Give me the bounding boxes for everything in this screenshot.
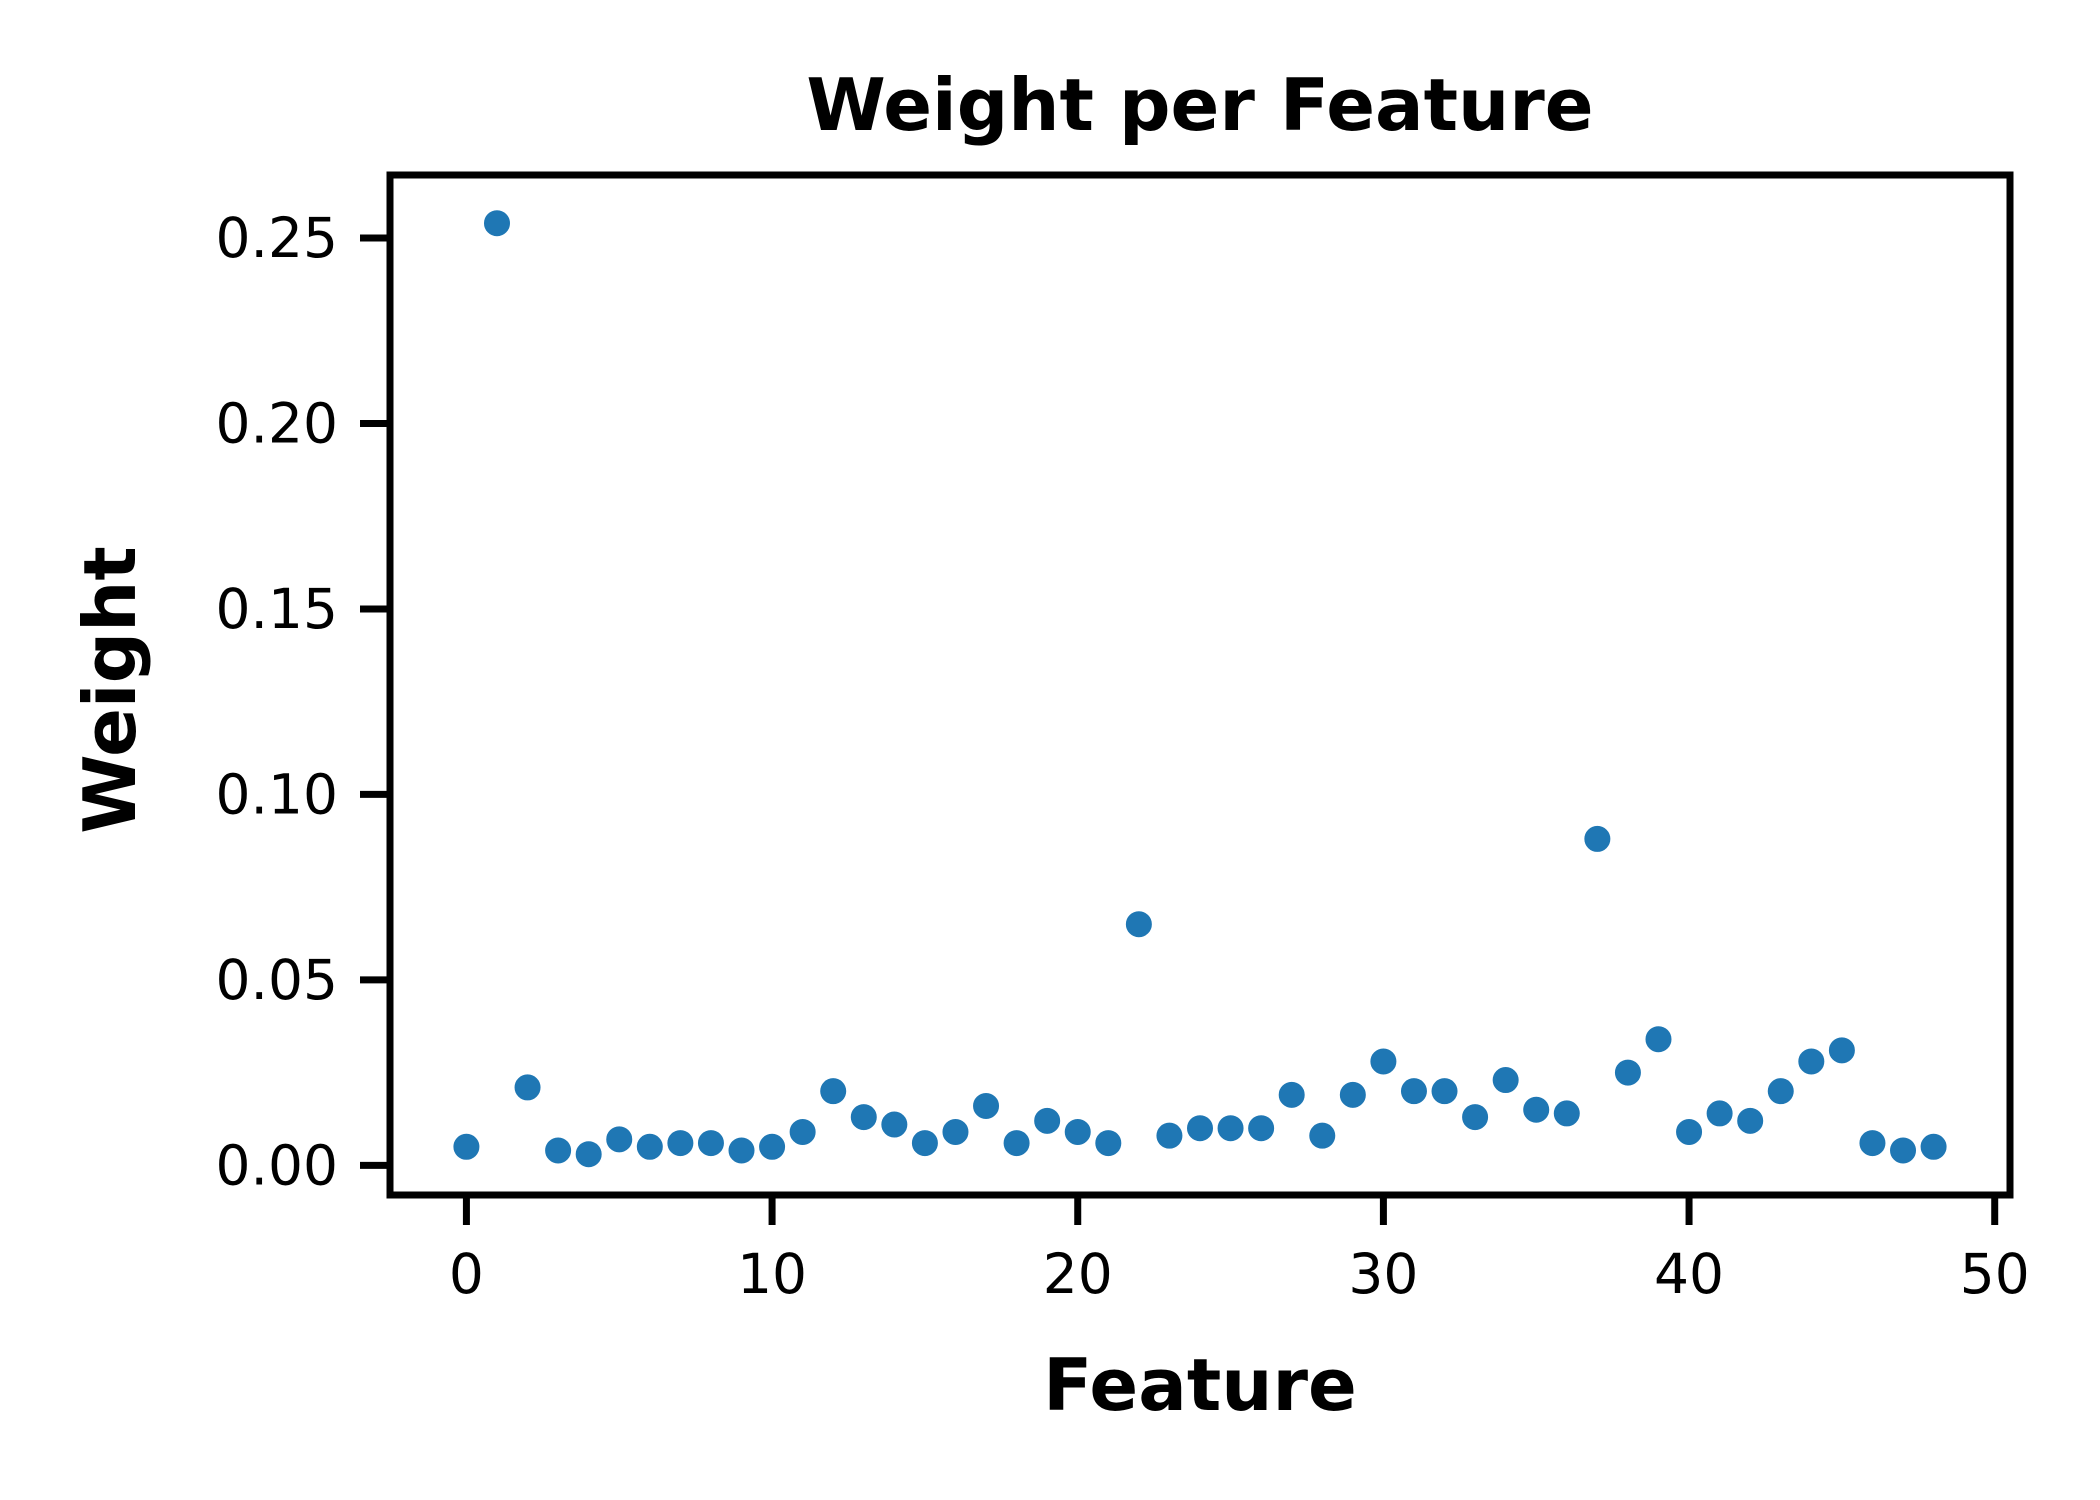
scatter-point bbox=[909, 1128, 940, 1159]
scatter-point bbox=[879, 1109, 910, 1140]
scatter-point bbox=[481, 208, 512, 239]
scatter-point bbox=[1460, 1102, 1491, 1133]
scatter-point bbox=[1307, 1120, 1338, 1151]
y-tick-label: 0.05 bbox=[216, 948, 338, 1012]
scatter-point bbox=[1490, 1065, 1521, 1096]
x-tick-label: 30 bbox=[1348, 1242, 1418, 1306]
scatter-point bbox=[1551, 1098, 1582, 1129]
scatter-point bbox=[1521, 1094, 1552, 1125]
scatter-point bbox=[604, 1124, 635, 1155]
x-tick-label: 0 bbox=[449, 1242, 484, 1306]
y-tick-label: 0.00 bbox=[216, 1133, 338, 1197]
scatter-point bbox=[1429, 1076, 1460, 1107]
scatter-point bbox=[1826, 1035, 1857, 1066]
y-tick-label: 0.15 bbox=[216, 577, 338, 641]
x-tick-label: 50 bbox=[1960, 1242, 2030, 1306]
scatter-point bbox=[451, 1131, 482, 1162]
x-axis: 0 10 20 30 40 50 bbox=[449, 1195, 2030, 1306]
scatter-point bbox=[1582, 823, 1613, 854]
scatter-point bbox=[1674, 1116, 1705, 1147]
scatter-point bbox=[1215, 1113, 1246, 1144]
scatter-point bbox=[1123, 909, 1154, 940]
y-tick-label: 0.10 bbox=[216, 762, 338, 826]
scatter-point bbox=[1643, 1024, 1674, 1055]
x-tick-label: 40 bbox=[1654, 1242, 1724, 1306]
scatter-point bbox=[1062, 1116, 1093, 1147]
scatter-point bbox=[1001, 1128, 1032, 1159]
scatter-point bbox=[787, 1116, 818, 1147]
scatter-point bbox=[848, 1102, 879, 1133]
y-axis-label: Weight bbox=[68, 546, 152, 834]
scatter-point bbox=[1154, 1120, 1185, 1151]
y-axis: 0.00 0.05 0.10 0.15 0.20 0.25 bbox=[216, 206, 390, 1197]
scatter-point bbox=[757, 1131, 788, 1162]
scatter-point bbox=[1612, 1057, 1643, 1088]
scatter-point bbox=[1735, 1105, 1766, 1136]
scatter-point bbox=[1276, 1079, 1307, 1110]
scatter-point bbox=[665, 1128, 696, 1159]
scatter-point bbox=[695, 1128, 726, 1159]
scatter-point bbox=[1337, 1079, 1368, 1110]
scatter-point bbox=[1398, 1076, 1429, 1107]
scatter-point bbox=[1185, 1113, 1215, 1144]
scatter-point bbox=[1888, 1135, 1919, 1166]
scatter-point bbox=[634, 1131, 665, 1162]
scatter-point bbox=[1032, 1105, 1063, 1136]
scatter-point bbox=[1765, 1076, 1796, 1107]
y-tick-label: 0.25 bbox=[216, 206, 338, 270]
scatter-point bbox=[971, 1090, 1002, 1121]
scatter-point bbox=[1857, 1128, 1888, 1159]
scatter-points bbox=[451, 208, 1949, 1170]
scatter-point bbox=[543, 1135, 574, 1166]
plot-frame bbox=[386, 171, 2014, 1199]
scatter-point bbox=[1796, 1046, 1827, 1077]
scatter-point bbox=[818, 1076, 849, 1107]
y-tick-label: 0.20 bbox=[216, 392, 338, 456]
chart-title: Weight per Feature bbox=[806, 63, 1593, 147]
scatter-point bbox=[1368, 1046, 1399, 1077]
scatter-point bbox=[1918, 1131, 1949, 1162]
scatter-point bbox=[1704, 1098, 1735, 1129]
scatter-point bbox=[1246, 1113, 1277, 1144]
scatter-point bbox=[1093, 1128, 1124, 1159]
scatter-point bbox=[940, 1116, 971, 1147]
x-axis-label: Feature bbox=[1043, 1343, 1357, 1427]
scatter-point bbox=[573, 1139, 604, 1170]
scatter-point bbox=[726, 1135, 757, 1166]
scatter-point bbox=[512, 1072, 543, 1103]
x-tick-label: 10 bbox=[737, 1242, 807, 1306]
x-tick-label: 20 bbox=[1043, 1242, 1113, 1306]
